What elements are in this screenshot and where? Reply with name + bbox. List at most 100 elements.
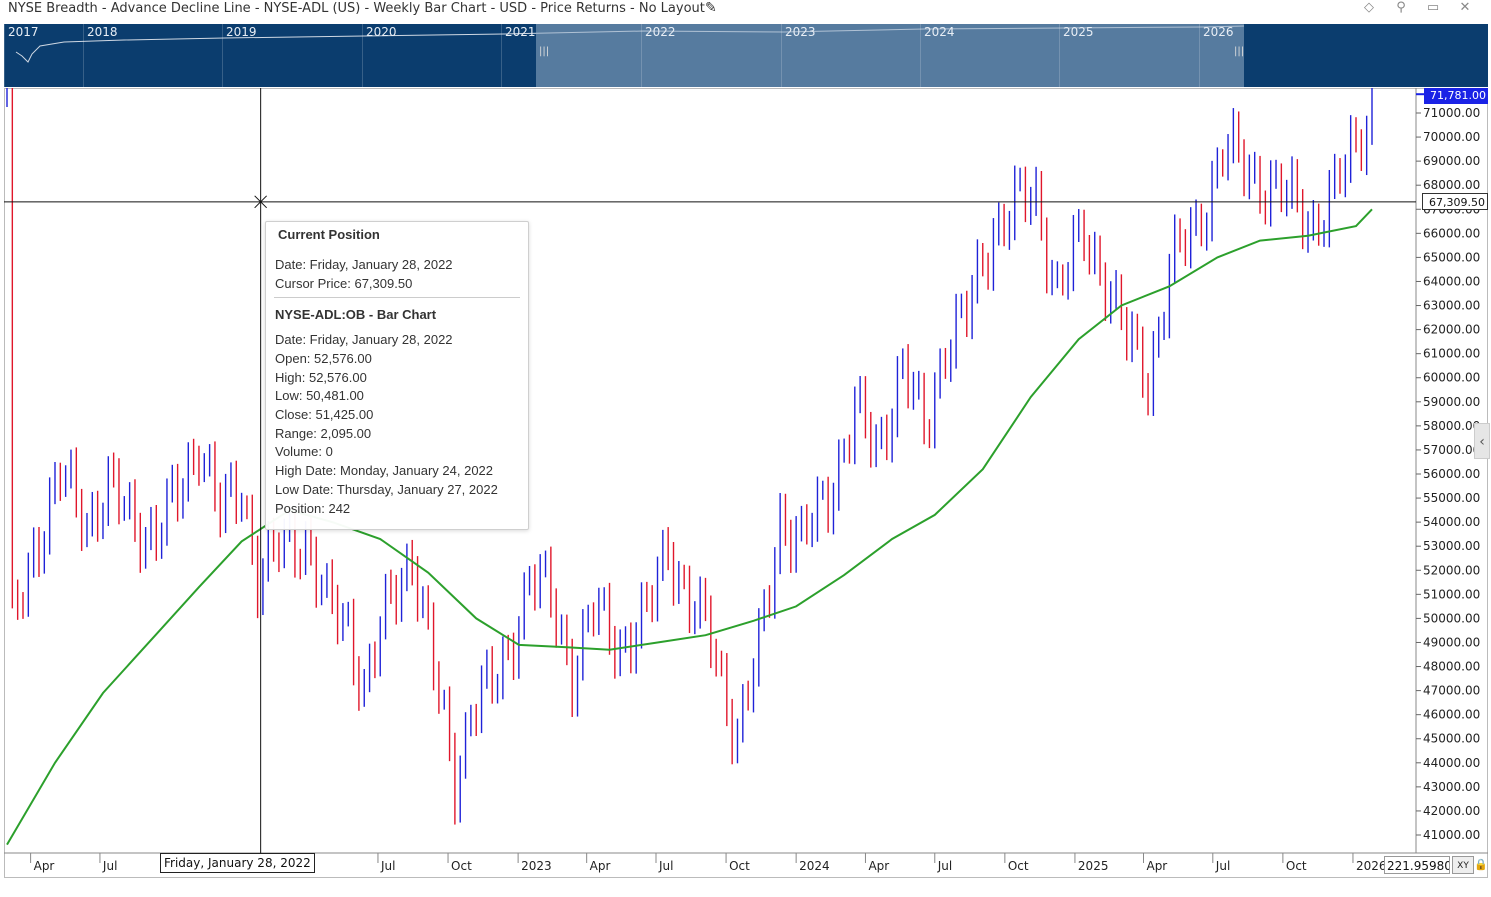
restore-icon[interactable]: ▭ — [1426, 0, 1440, 15]
navigator-year-divider — [1059, 24, 1060, 87]
navigator-year-label: 2022 — [645, 25, 676, 39]
tooltip-cursor-price: Cursor Price: 67,309.50 — [275, 276, 413, 291]
y-tick-label: 46000.00 — [1423, 708, 1480, 722]
moving-average-line — [6, 208, 1373, 846]
y-tick-label: 41000.00 — [1423, 828, 1480, 842]
x-tick-label: Jul — [1215, 859, 1230, 873]
tooltip-low: Low: 50,481.00 — [275, 388, 364, 403]
navigator-left-handle[interactable]: ||| — [539, 46, 550, 57]
tooltip-volume: Volume: 0 — [275, 444, 333, 459]
y-tick-label: 66000.00 — [1423, 226, 1480, 240]
navigator-right-handle[interactable]: ||| — [1234, 46, 1245, 57]
y-tick-label: 50000.00 — [1423, 611, 1480, 625]
x-tick-label: Apr — [868, 859, 889, 873]
y-tick-label: 59000.00 — [1423, 395, 1480, 409]
y-tick-label: 71000.00 — [1423, 106, 1480, 120]
navigator-year-label: 2024 — [924, 25, 955, 39]
x-tick-label: Oct — [451, 859, 472, 873]
navigator-year-divider — [4, 24, 5, 87]
close-icon[interactable]: ✕ — [1459, 0, 1471, 15]
y-tick-label: 56000.00 — [1423, 467, 1480, 481]
y-tick-label: 42000.00 — [1423, 804, 1480, 818]
x-tick-label: Jul — [102, 859, 117, 873]
tooltip-low-date: Low Date: Thursday, January 27, 2022 — [275, 482, 498, 497]
y-tick-label: 61000.00 — [1423, 347, 1480, 361]
y-tick-label: 69000.00 — [1423, 154, 1480, 168]
navigator-year-label: 2019 — [226, 25, 257, 39]
tooltip-range: Range: 2,095.00 — [275, 426, 372, 441]
navigator-year-label: 2021 — [505, 25, 536, 39]
lock-icon[interactable]: 🔒 — [1474, 858, 1488, 871]
window-buttons: ◇ ⚲ ▭ ✕ — [1361, 0, 1473, 15]
scale-value-field[interactable]: 221.95980 — [1384, 856, 1450, 874]
navigator-year-label: 2017 — [8, 25, 39, 39]
tooltip-bar-title: NYSE-ADL:OB - Bar Chart — [275, 307, 437, 322]
navigator-window[interactable] — [536, 24, 1244, 87]
tooltip-close: Close: 51,425.00 — [275, 407, 374, 422]
tooltip-bar-date: Date: Friday, January 28, 2022 — [275, 332, 453, 347]
navigator-year-label: 2026 — [1203, 25, 1234, 39]
x-tick-label: Apr — [34, 859, 55, 873]
x-tick-label: 2025 — [1078, 859, 1109, 873]
x-tick-label: Oct — [1286, 859, 1307, 873]
navigator-year-divider — [501, 24, 502, 87]
y-tick-label: 52000.00 — [1423, 563, 1480, 577]
x-tick-label: Oct — [1008, 859, 1029, 873]
y-tick-label: 62000.00 — [1423, 323, 1480, 337]
navigator-bar[interactable]: ||| ||| 2017 2018 2019 2020 2021 2022 2023 2024… — [4, 24, 1488, 87]
chevron-left-icon[interactable]: ‹ — [1474, 423, 1490, 459]
diamond-icon[interactable]: ◇ — [1364, 0, 1374, 15]
y-tick-label: 45000.00 — [1423, 732, 1480, 746]
tooltip-date: Date: Friday, January 28, 2022 — [275, 257, 453, 272]
navigator-year-divider — [83, 24, 84, 87]
price-chart[interactable]: 71000.0070000.0069000.0068000.0067000.00… — [4, 88, 1488, 878]
navigator-year-label: 2025 — [1063, 25, 1094, 39]
chart-frame — [4, 88, 1488, 878]
x-tick-label: 2026 — [1356, 859, 1387, 873]
last-price-label: 71,781.00 — [1424, 88, 1488, 104]
y-tick-label: 60000.00 — [1423, 371, 1480, 385]
tooltip-position: Position: 242 — [275, 501, 351, 516]
ohlc-bars — [6, 88, 1373, 825]
y-tick-label: 47000.00 — [1423, 684, 1480, 698]
xy-button[interactable]: XY — [1452, 856, 1474, 874]
x-tick-label: Apr — [1146, 859, 1167, 873]
y-tick-label: 57000.00 — [1423, 443, 1480, 457]
y-tick-label: 49000.00 — [1423, 635, 1480, 649]
tooltip-divider — [274, 297, 520, 298]
y-tick-label: 58000.00 — [1423, 419, 1480, 433]
pin-icon[interactable]: ⚲ — [1396, 0, 1406, 15]
x-tick-label: Oct — [729, 859, 750, 873]
cursor-price-label: 67,309.50 — [1422, 193, 1488, 210]
y-tick-label: 65000.00 — [1423, 250, 1480, 264]
x-tick-label: Jul — [658, 859, 673, 873]
window-title: NYSE Breadth - Advance Decline Line - NY… — [8, 1, 705, 16]
navigator-year-divider — [920, 24, 921, 87]
x-tick-label: Apr — [590, 859, 611, 873]
y-tick-label: 64000.00 — [1423, 274, 1480, 288]
navigator-year-label: 2020 — [366, 25, 397, 39]
navigator-year-divider — [641, 24, 642, 87]
y-tick-label: 54000.00 — [1423, 515, 1480, 529]
pencil-icon[interactable]: ✎ — [705, 0, 717, 16]
y-tick-label: 48000.00 — [1423, 660, 1480, 674]
x-tick-label: 2024 — [799, 859, 830, 873]
navigator-year-label: 2023 — [785, 25, 816, 39]
tooltip-high-date: High Date: Monday, January 24, 2022 — [275, 463, 494, 478]
title-bar: NYSE Breadth - Advance Decline Line - NY… — [0, 0, 1491, 22]
tooltip-open: Open: 52,576.00 — [275, 351, 372, 366]
crosshair-center-icon — [254, 195, 268, 209]
y-tick-label: 53000.00 — [1423, 539, 1480, 553]
y-tick-label: 55000.00 — [1423, 491, 1480, 505]
y-tick-label: 68000.00 — [1423, 178, 1480, 192]
navigator-year-divider — [1199, 24, 1200, 87]
y-tick-label: 43000.00 — [1423, 780, 1480, 794]
y-tick-label: 44000.00 — [1423, 756, 1480, 770]
x-tick-label: 2023 — [521, 859, 552, 873]
x-tick-label: Jul — [380, 859, 395, 873]
navigator-year-divider — [781, 24, 782, 87]
navigator-year-label: 2018 — [87, 25, 118, 39]
position-tooltip: Current Position Date: Friday, January 2… — [265, 221, 529, 530]
y-tick-label: 70000.00 — [1423, 130, 1480, 144]
y-tick-label: 63000.00 — [1423, 299, 1480, 313]
